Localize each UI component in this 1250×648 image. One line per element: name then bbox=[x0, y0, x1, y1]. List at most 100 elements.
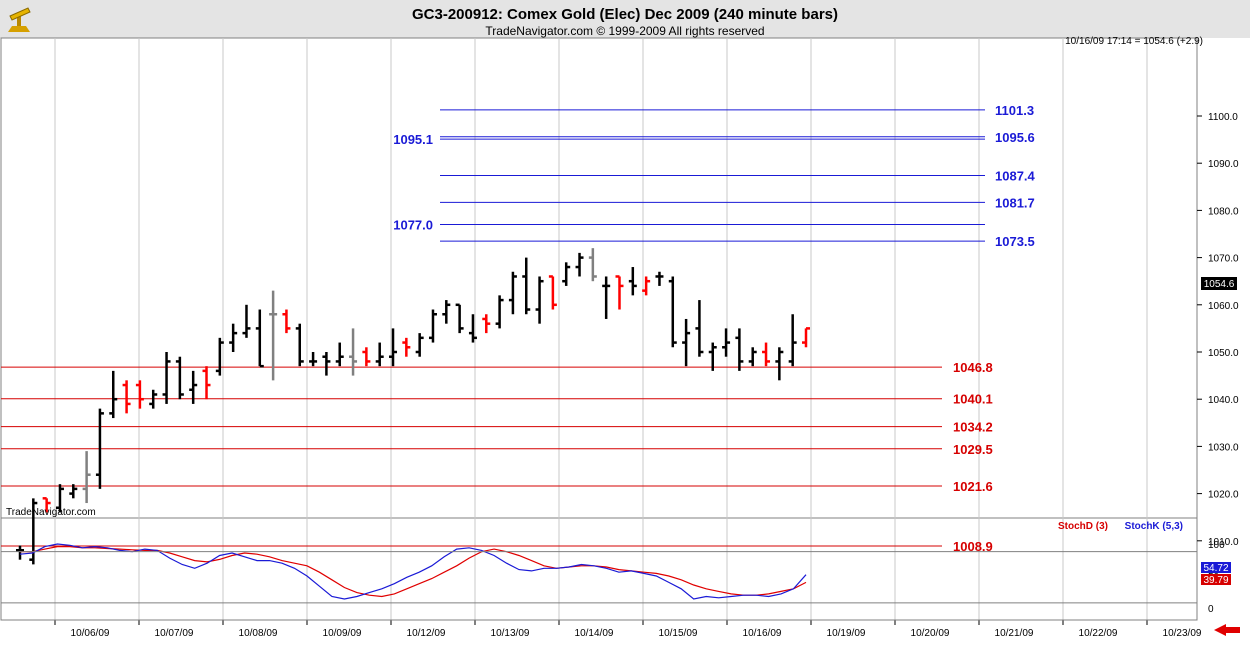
last-price-tag bbox=[1201, 277, 1237, 290]
blue-level-label-5: 1077.0 bbox=[393, 218, 433, 233]
date-label-4: 10/12/09 bbox=[407, 628, 446, 639]
date-label-5: 10/13/09 bbox=[491, 628, 530, 639]
ohlc-bar-29 bbox=[402, 337, 411, 357]
ohlc-bar-8 bbox=[122, 380, 131, 414]
ohlc-bar-42 bbox=[575, 252, 584, 277]
price-label-5: 1060.0 bbox=[1208, 301, 1239, 312]
date-label-6: 10/14/09 bbox=[575, 628, 614, 639]
ohlc-bar-50 bbox=[682, 318, 691, 367]
stoch-label-2: 0 bbox=[1208, 604, 1214, 615]
ohlc-bar-43 bbox=[588, 248, 597, 282]
vertical-gridlines bbox=[54, 38, 1148, 620]
ohlc-bar-2 bbox=[42, 497, 51, 513]
watermark: TradeNavigator.com bbox=[6, 507, 96, 518]
stochd-value-tag bbox=[1201, 574, 1231, 585]
ohlc-bar-59 bbox=[802, 327, 810, 348]
blue-level-label-4: 1081.7 bbox=[995, 195, 1035, 210]
date-label-9: 10/19/09 bbox=[827, 628, 866, 639]
ohlc-bar-53 bbox=[722, 328, 731, 357]
date-label-8: 10/16/09 bbox=[743, 628, 782, 639]
price-axis: 1010.0 1020.0 1030.0 1040.0 1050.0 1060.0 1070… bbox=[1197, 112, 1239, 548]
stochk-line bbox=[19, 543, 807, 600]
stochd-value: 39.79 bbox=[1203, 575, 1228, 586]
date-label-0: 10/06/09 bbox=[71, 628, 110, 639]
ohlc-bar-1 bbox=[29, 498, 38, 565]
ohlc-bar-13 bbox=[189, 370, 198, 404]
ohlc-bar-7 bbox=[109, 370, 118, 419]
ohlc-bar-52 bbox=[708, 342, 717, 371]
red-level-label-4: 1021.6 bbox=[953, 479, 993, 494]
ohlc-bar-38 bbox=[522, 257, 531, 315]
price-label-9: 1100.0 bbox=[1208, 112, 1238, 123]
ohlc-bar-10 bbox=[149, 389, 158, 409]
price-panel bbox=[0, 37, 1198, 519]
date-label-13: 10/23/09 bbox=[1163, 628, 1202, 639]
ohlc-bar-47 bbox=[642, 276, 651, 296]
last-price-label: 1054.6 bbox=[1204, 279, 1235, 290]
red-level-label-3: 1029.5 bbox=[953, 442, 993, 457]
ohlc-bar-11 bbox=[162, 352, 171, 404]
date-label-2: 10/08/09 bbox=[239, 628, 278, 639]
title-bar bbox=[0, 0, 1250, 38]
ohlc-bar-24 bbox=[335, 342, 344, 367]
ohlc-bar-0 bbox=[16, 545, 24, 560]
ohlc-bar-22 bbox=[309, 352, 318, 367]
ohlc-bar-12 bbox=[175, 356, 184, 400]
scroll-left-arrow-icon[interactable] bbox=[1214, 624, 1240, 636]
telescope-logo-icon[interactable] bbox=[4, 2, 34, 34]
ohlc-bar-40 bbox=[548, 275, 557, 310]
chart-title: GC3-200912: Comex Gold (Elec) Dec 2009 (… bbox=[412, 6, 838, 23]
info-line: 10/16/09 17:14 = 1054.6 (+2.9) bbox=[1065, 36, 1203, 47]
ohlc-bar-39 bbox=[535, 276, 544, 324]
support-resistance-levels: 1101.3 1095.6 1095.1 1087.4 1081.7 1077.0 1073… bbox=[1, 103, 1036, 554]
red-level-label-1: 1040.1 bbox=[953, 392, 993, 407]
ohlc-bar-34 bbox=[468, 314, 477, 343]
price-label-2: 1030.0 bbox=[1208, 442, 1239, 453]
price-label-0: 1010.0 bbox=[1208, 537, 1239, 548]
legend-stochk: StochK (5,3) bbox=[1125, 521, 1183, 532]
ohlc-bar-26 bbox=[362, 347, 371, 367]
ohlc-bar-14 bbox=[202, 366, 211, 400]
ohlc-bar-30 bbox=[415, 333, 424, 357]
stochk-value: 54.72 bbox=[1203, 563, 1228, 574]
ohlc-bar-25 bbox=[349, 328, 358, 376]
price-label-8: 1090.0 bbox=[1208, 159, 1239, 170]
ohlc-bar-56 bbox=[762, 342, 771, 367]
ohlc-bar-35 bbox=[482, 314, 491, 334]
red-level-label-0: 1046.8 bbox=[953, 360, 993, 375]
ohlc-bar-21 bbox=[295, 323, 304, 367]
ohlc-bar-15 bbox=[215, 337, 224, 376]
blue-level-label-1: 1095.6 bbox=[995, 130, 1035, 145]
ohlc-bar-5 bbox=[82, 451, 91, 504]
date-label-11: 10/21/09 bbox=[995, 628, 1034, 639]
ohlc-bar-49 bbox=[668, 276, 677, 348]
ohlc-bar-45 bbox=[615, 275, 624, 310]
ohlc-bar-20 bbox=[282, 309, 291, 334]
ohlc-bar-23 bbox=[322, 352, 331, 376]
ohlc-bar-16 bbox=[229, 323, 238, 352]
price-label-1: 1020.0 bbox=[1208, 490, 1239, 501]
ohlc-bar-28 bbox=[389, 328, 398, 367]
ohlc-bar-55 bbox=[748, 347, 757, 367]
ohlc-bar-27 bbox=[375, 342, 384, 367]
ohlc-bar-46 bbox=[628, 267, 637, 296]
ohlc-bars bbox=[16, 248, 810, 565]
price-label-7: 1080.0 bbox=[1208, 206, 1239, 217]
stoch-label-0: 100 bbox=[1208, 540, 1225, 551]
date-label-3: 10/09/09 bbox=[323, 628, 362, 639]
date-label-10: 10/20/09 bbox=[911, 628, 950, 639]
red-level-label-5: 1008.9 bbox=[953, 539, 993, 554]
ohlc-bar-37 bbox=[508, 271, 517, 315]
stochastic-panel bbox=[0, 517, 1198, 621]
ohlc-bar-33 bbox=[455, 303, 464, 334]
ohlc-bar-17 bbox=[242, 304, 251, 338]
ohlc-bar-4 bbox=[69, 484, 78, 499]
stochastic-lines bbox=[19, 543, 807, 600]
price-label-4: 1050.0 bbox=[1208, 348, 1239, 359]
date-label-1: 10/07/09 bbox=[155, 628, 194, 639]
ohlc-bar-44 bbox=[602, 276, 611, 319]
date-label-12: 10/22/09 bbox=[1079, 628, 1118, 639]
ohlc-bar-54 bbox=[735, 328, 744, 371]
